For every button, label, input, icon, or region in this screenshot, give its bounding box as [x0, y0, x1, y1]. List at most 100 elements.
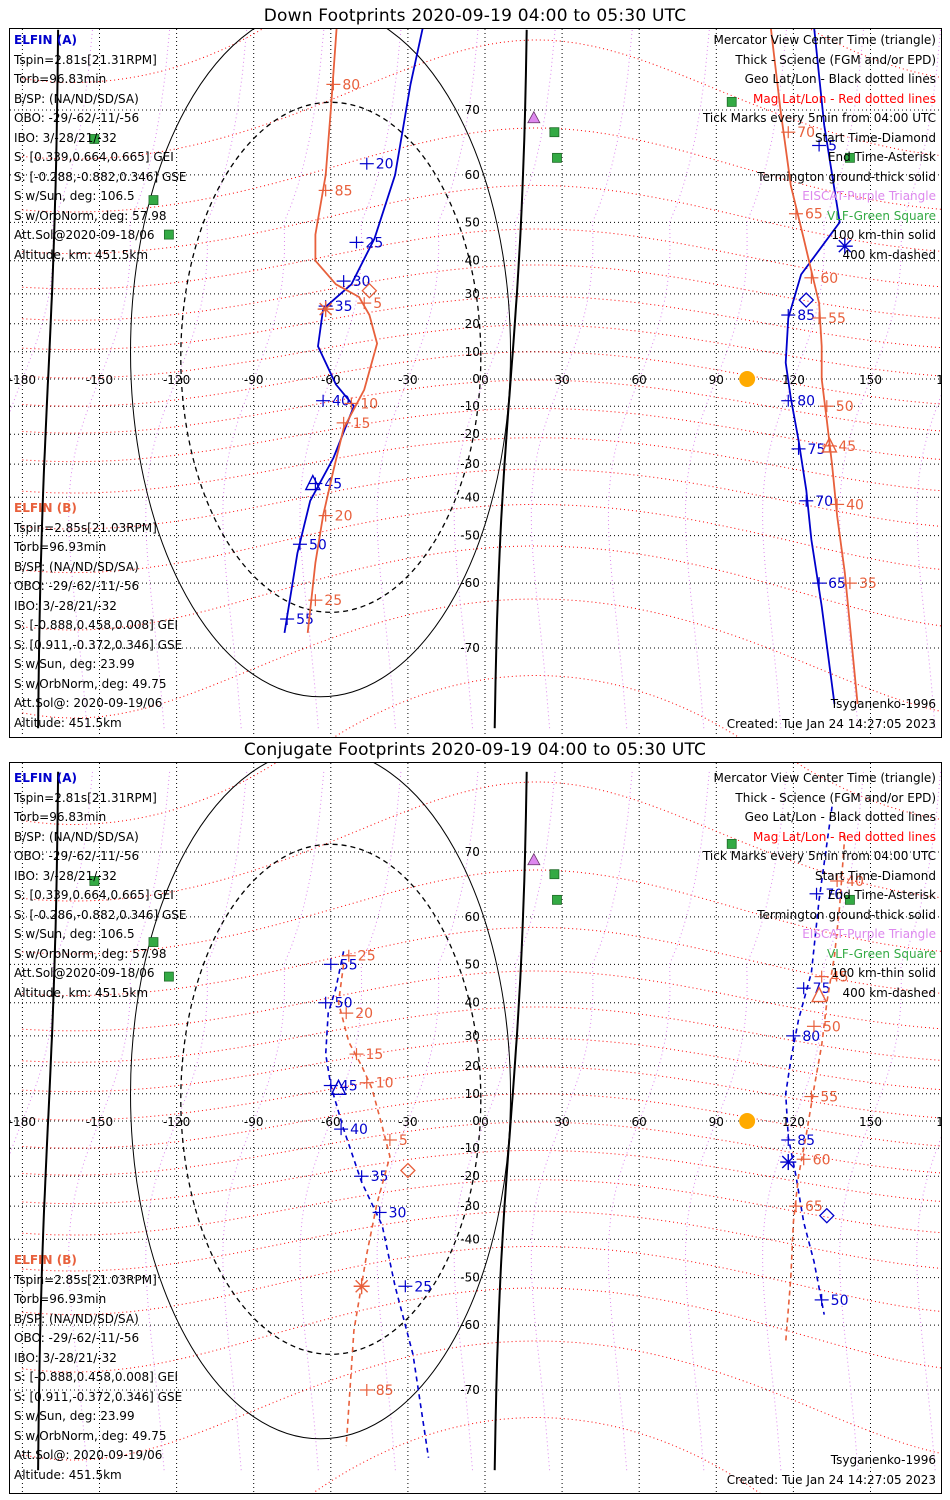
elfin-a-track: 55 50 45 40 35 30 25	[318, 951, 432, 1458]
tick-time-label: 40	[846, 497, 864, 513]
mag-latitude-line	[22, 763, 941, 826]
asterisk-stroke	[355, 1279, 369, 1293]
legend-conj: Mercator View Center Time (triangle) Thi…	[703, 769, 936, 1003]
lat-tick-label: 50	[465, 957, 480, 971]
created-label: Created: Tue Jan 24 14:27:05 2023	[726, 1473, 936, 1487]
mag-longitude-line	[376, 29, 479, 729]
mag-latitude-line	[22, 1121, 941, 1176]
info-line: B/SP: (NA/ND/SD/SA)	[14, 1311, 139, 1326]
axis-labels: -180-150-120-90-60-300306090120150180706…	[10, 845, 941, 1397]
lon-tick-label: 150	[859, 1115, 882, 1129]
vlf-square	[552, 894, 562, 905]
lon-tick-label: -150	[86, 373, 113, 387]
info-line: Att.Sol@2020-09-18/06	[14, 228, 155, 242]
lat-tick-label: -10	[460, 399, 480, 413]
fov-curves	[130, 763, 511, 1440]
info-line: S: [0.339,0.664,0.665] GEI	[14, 150, 174, 164]
elfin-b-track: 80 85 5 10 15 20 25	[306, 29, 382, 633]
legend-item: Tick Marks every 5min from 04:00 UTC	[702, 111, 936, 125]
info-line: S w/Sun, deg: 106.5	[14, 189, 135, 203]
lat-tick-label: 70	[465, 845, 480, 859]
tick-time-label: 5	[828, 138, 837, 154]
info-line: Tspin=2.81s[21.31RPM]	[14, 52, 157, 67]
tick-time-label: 80	[797, 394, 815, 410]
elfin-b-label: ELFIN (B)	[14, 501, 77, 515]
end-asterisk	[780, 1154, 797, 1171]
terminator-line	[493, 29, 528, 729]
panel-title-conj: Conjugate Footprints 2020-09-19 04:00 to…	[243, 740, 707, 760]
fov-100km-ring	[130, 29, 511, 698]
lat-tick-label: 10	[465, 1087, 480, 1101]
info-line: IBO: 3/-28/21/-32	[14, 868, 117, 883]
tick-time-label: 40	[350, 1122, 368, 1138]
tick-time-label: 10	[376, 1076, 394, 1092]
info-line: IBO: 3/-28/21/-32	[14, 598, 117, 613]
lat-tick-label: -30	[460, 1199, 480, 1213]
track-line	[324, 951, 430, 1458]
info-line: B/SP: (NA/ND/SD/SA)	[14, 91, 139, 106]
tick-time-label: 25	[366, 235, 384, 251]
subsolar-point	[739, 1113, 756, 1129]
lon-tick-label: -90	[244, 1115, 264, 1129]
end-asterisk	[836, 238, 853, 255]
mag-latitude-line	[22, 29, 941, 84]
view-center-triangle	[304, 473, 321, 491]
tick-time-label: 45	[838, 439, 856, 455]
terminator-line	[37, 771, 60, 1471]
lat-tick-label: -50	[460, 1271, 480, 1285]
legend-item: Mag Lat/Lon - Red dotted lines	[752, 91, 936, 106]
legend-item: 100 km-thin solid	[831, 966, 936, 980]
info-line: B/SP: (NA/ND/SD/SA)	[14, 559, 139, 574]
legend-item: VLF-Green Square	[827, 208, 936, 223]
tick-time-label: 30	[353, 274, 371, 290]
info-line: B/SP: (NA/ND/SD/SA)	[14, 829, 139, 844]
info-line: Torb=96.93min	[14, 540, 107, 554]
mag-latitude-line	[22, 1245, 941, 1316]
map-panel-down: -180-150-120-90-60-300306090120150180706…	[9, 28, 942, 738]
track-line	[306, 29, 379, 633]
vlf-square	[549, 869, 560, 880]
asterisk-stroke	[319, 302, 333, 316]
vlf-square	[148, 195, 159, 205]
tick-time-label: 80	[802, 1029, 820, 1045]
lon-tick-label: -30	[398, 1115, 418, 1129]
legend-item: EISCAT-Purple Triangle	[802, 927, 936, 941]
vlf-square	[726, 97, 737, 107]
mag-latitude-line	[22, 39, 941, 160]
track-line	[784, 806, 833, 1315]
mag-longitude-line	[222, 29, 325, 729]
model-label: Tsyganenko-1996	[830, 1453, 936, 1467]
legend-item: Termington ground-thick solid	[757, 907, 936, 922]
info-line: Att.Sol@: 2020-09-19/06	[14, 1448, 163, 1462]
lat-tick-label: 20	[465, 1059, 480, 1073]
elfin-b-track: 25 20 15 10 5 85	[337, 949, 408, 1447]
tick-time-label: 50	[836, 399, 854, 415]
mag-latitude-line	[22, 184, 941, 255]
mag-latitude-line	[22, 407, 941, 463]
lon-tick-label: -60	[321, 1115, 341, 1129]
elfin-b-track: 70 65 60 55 50 45 40 35	[770, 29, 877, 705]
info-line: S w/Sun, deg: 106.5	[14, 927, 135, 941]
legend-item: Start Time-Diamond	[814, 130, 936, 145]
legend-item: VLF-Green Square	[827, 946, 936, 961]
end-asterisk	[317, 301, 334, 318]
legend-item: Mercator View Center Time (triangle)	[713, 771, 936, 785]
mag-longitude-line	[453, 29, 556, 729]
info-line: Tspin=2.85s[21.03RPM]	[14, 520, 157, 535]
info-line: OBO: -29/-62/-11/-56	[14, 579, 140, 593]
panel-title-down: Down Footprints 2020-09-19 04:00 to 05:3…	[263, 6, 687, 26]
vlf-square	[89, 134, 100, 144]
lon-tick-label: 60	[632, 1115, 647, 1129]
legend-item: 100 km-thin solid	[831, 228, 936, 242]
info-line: S: [0.339,0.664,0.665] GEI	[14, 888, 174, 902]
tick-time-label: 5	[373, 296, 382, 312]
lon-tick-label: 150	[859, 373, 882, 387]
lat-tick-label: 50	[465, 215, 480, 229]
mag-latitude-line	[333, 674, 740, 737]
map-canvas-down: -180-150-120-90-60-300306090120150180706…	[10, 29, 941, 737]
info-line: S w/OrbNorm, deg: 57.98	[14, 946, 167, 961]
mag-longitude-line	[607, 29, 710, 729]
mag-longitude-line	[762, 771, 864, 1471]
tick-time-label: 15	[353, 416, 371, 432]
track-line	[337, 964, 391, 1447]
